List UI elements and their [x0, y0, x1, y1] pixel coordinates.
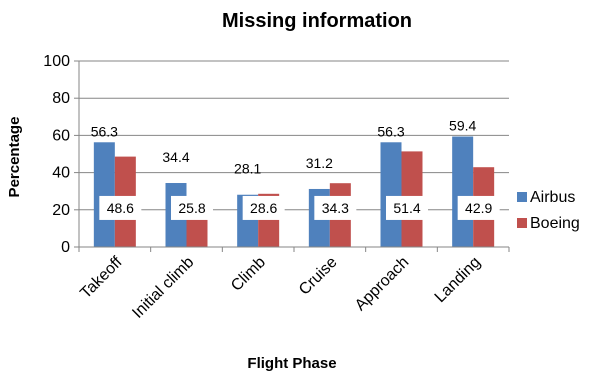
- data-label-box: [242, 195, 285, 220]
- data-label-boeing: 42.9: [465, 200, 492, 216]
- legend-swatch-airbus: [517, 192, 527, 202]
- y-tick-label: 40: [52, 165, 70, 182]
- bar-airbus: [93, 142, 115, 247]
- y-axis-title: Percentage: [6, 117, 23, 198]
- x-tick-label: Landing: [432, 254, 484, 306]
- y-tick-label: 80: [52, 90, 70, 107]
- data-label-box: [314, 195, 357, 220]
- x-tick-label: Initial climb: [129, 254, 197, 322]
- x-tick-label: Approach: [352, 254, 412, 314]
- chart-title: Missing information: [222, 10, 412, 32]
- y-tick-label: 100: [43, 53, 70, 70]
- data-label-boeing: 51.4: [393, 200, 420, 216]
- data-label-airbus: 56.3: [91, 123, 118, 139]
- data-label-box: [99, 195, 142, 220]
- data-label-box: [386, 195, 428, 220]
- data-label-box: [457, 195, 500, 220]
- legend-swatch-boeing: [517, 218, 527, 228]
- legend-label-airbus: Airbus: [530, 189, 575, 206]
- data-label-boeing: 28.6: [250, 200, 277, 216]
- data-label-box: [171, 195, 213, 220]
- legend-label-boeing: Boeing: [530, 215, 580, 232]
- y-tick-label: 60: [52, 127, 70, 144]
- data-label-airbus: 31.2: [306, 155, 333, 171]
- x-axis-title: Flight Phase: [247, 355, 336, 372]
- bar-airbus: [452, 136, 474, 247]
- data-label-airbus: 34.4: [162, 149, 189, 165]
- y-tick-label: 20: [52, 202, 70, 219]
- data-labels: 56.3 48.6 34.4 25.8 28.1 28.6 31.2 34.3 56.3 51.4…: [91, 118, 500, 220]
- data-label-airbus: 56.3: [377, 123, 404, 139]
- x-tick-label: Climb: [228, 254, 269, 295]
- data-label-airbus: 59.4: [449, 118, 476, 134]
- bar-airbus: [380, 142, 402, 247]
- y-tick-label: 0: [61, 239, 70, 256]
- bars: [93, 136, 495, 247]
- data-label-airbus: 28.1: [234, 161, 261, 177]
- data-label-boeing: 25.8: [178, 200, 205, 216]
- x-tick-label: Takeoff: [77, 253, 126, 302]
- x-tick-label: Cruise: [296, 254, 341, 299]
- data-label-boeing: 48.6: [107, 200, 134, 216]
- gridlines: [79, 60, 509, 211]
- data-label-boeing: 34.3: [322, 200, 349, 216]
- legend: Airbus Boeing: [517, 189, 580, 232]
